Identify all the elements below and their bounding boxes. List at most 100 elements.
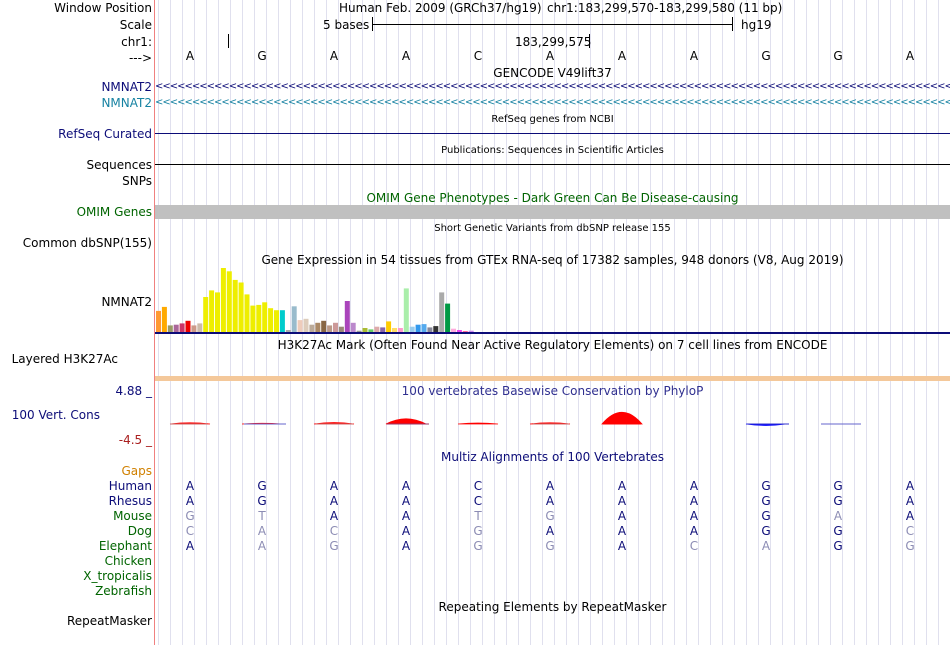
repeatmasker-track-label[interactable]: RepeatMasker — [66, 614, 152, 628]
gtex-tissue-bar[interactable] — [256, 304, 262, 332]
gtex-tissue-bar[interactable] — [203, 297, 209, 332]
gtex-tissue-bar[interactable] — [397, 328, 403, 332]
scale-bar — [372, 24, 733, 25]
gtex-tissue-bar[interactable] — [179, 323, 185, 332]
gtex-track-label[interactable]: NMNAT2 — [101, 295, 152, 309]
gtex-tissue-bar[interactable] — [451, 328, 456, 332]
gtex-tissue-bar[interactable] — [327, 325, 333, 332]
gtex-tissue-bar[interactable] — [344, 301, 350, 332]
gtex-tissue-bar[interactable] — [386, 321, 392, 332]
gtex-tissue-bar[interactable] — [297, 320, 303, 332]
gtex-tissue-bar[interactable] — [333, 322, 338, 332]
gtex-tissue-bar[interactable] — [285, 330, 291, 332]
gtex-tissue-bar[interactable] — [403, 288, 409, 332]
gtex-tissue-bar[interactable] — [220, 268, 226, 332]
gtex-tissue-bar[interactable] — [209, 290, 215, 332]
gencode-transcript-2[interactable]: <<<<<<<<<<<<<<<<<<<<<<<<<<<<<<<<<<<<<<<<… — [155, 98, 950, 108]
phylop-score-peak — [601, 411, 643, 425]
gtex-tissue-bar[interactable] — [262, 302, 268, 332]
gtex-tissue-bar[interactable] — [279, 310, 285, 332]
phylop-plot[interactable] — [155, 396, 950, 446]
gaps-track-label[interactable]: Gaps — [121, 464, 152, 478]
scale-bar-left-tick — [372, 17, 373, 31]
omim-gene-bar[interactable] — [155, 205, 950, 219]
gtex-tissue-bar[interactable] — [462, 331, 468, 332]
gtex-tissue-bar[interactable] — [380, 327, 386, 332]
gtex-tissue-bar[interactable] — [338, 326, 344, 332]
gtex-tissue-bar[interactable] — [250, 305, 256, 332]
gencode-transcript-1[interactable]: <<<<<<<<<<<<<<<<<<<<<<<<<<<<<<<<<<<<<<<<… — [155, 82, 950, 92]
gtex-tissue-bar[interactable] — [197, 323, 203, 332]
gtex-tissue-bar[interactable] — [433, 326, 439, 332]
gtex-tissue-bar[interactable] — [392, 328, 397, 332]
species-label[interactable]: Chicken — [104, 554, 152, 568]
gtex-tissue-bar[interactable] — [173, 324, 179, 332]
species-label[interactable]: Mouse — [113, 509, 152, 523]
gtex-tissue-bar[interactable] — [445, 303, 451, 332]
gridline — [194, 0, 195, 645]
sequences-line[interactable] — [155, 164, 950, 165]
snps-track-label[interactable]: SNPs — [122, 174, 152, 188]
gtex-tissue-bar[interactable] — [368, 329, 374, 332]
gencode-gene-label-2[interactable]: NMNAT2 — [101, 96, 152, 110]
dbsnp-track-label[interactable]: Common dbSNP(155) — [22, 236, 152, 250]
gtex-tissue-bar[interactable] — [238, 282, 244, 333]
phylop-min-value: -4.5 _ — [118, 433, 152, 447]
gridline — [746, 0, 747, 645]
alignment-base: A — [401, 509, 411, 523]
gtex-tissue-bar[interactable] — [468, 330, 474, 332]
alignment-base: G — [761, 524, 771, 538]
gtex-tissue-bar[interactable] — [456, 330, 462, 332]
h3k27ac-track-label[interactable]: Layered H3K27Ac — [11, 352, 118, 366]
gridline — [662, 0, 663, 645]
alignment-base: G — [473, 524, 483, 538]
h3k27ac-signal[interactable] — [155, 376, 950, 381]
gtex-tissue-bar[interactable] — [274, 310, 279, 332]
gtex-tissue-bar[interactable] — [350, 322, 356, 332]
species-label[interactable]: Rhesus — [108, 494, 152, 508]
sequences-track-label[interactable]: Sequences — [86, 158, 152, 172]
gtex-tissue-bar[interactable] — [161, 306, 167, 332]
gtex-tissue-bar[interactable] — [427, 327, 433, 332]
gtex-tissue-bar[interactable] — [232, 279, 238, 332]
gtex-tissue-bar[interactable] — [215, 292, 220, 332]
species-label[interactable]: X_tropicalis — [83, 569, 152, 583]
gtex-tissue-bar[interactable] — [268, 308, 274, 332]
gtex-tissue-bar[interactable] — [185, 320, 191, 332]
gtex-tissue-bar[interactable] — [291, 306, 297, 332]
alignment-base: A — [617, 494, 627, 508]
gtex-bar-chart[interactable] — [155, 266, 950, 334]
gtex-tissue-bar[interactable] — [409, 326, 415, 332]
gtex-tissue-bar[interactable] — [191, 325, 197, 332]
gridline — [434, 0, 435, 645]
phylop-score-peak — [457, 422, 499, 425]
species-label[interactable]: Elephant — [98, 539, 152, 553]
gtex-tissue-bar[interactable] — [309, 324, 315, 332]
species-label[interactable]: Zebrafish — [95, 584, 152, 598]
gridline — [398, 0, 399, 645]
gtex-tissue-bar[interactable] — [244, 294, 250, 332]
omim-track-label[interactable]: OMIM Genes — [76, 205, 152, 219]
gtex-tissue-bar[interactable] — [415, 324, 421, 332]
species-label[interactable]: Dog — [127, 524, 152, 538]
gtex-tissue-bar[interactable] — [321, 320, 327, 332]
gtex-tissue-bar[interactable] — [362, 328, 368, 332]
gridline — [374, 0, 375, 645]
gtex-tissue-bar[interactable] — [439, 292, 445, 332]
gtex-tissue-bar[interactable] — [315, 322, 321, 332]
gtex-tissue-bar[interactable] — [226, 271, 232, 332]
gtex-tissue-bar[interactable] — [303, 318, 309, 332]
gtex-tissue-bar[interactable] — [421, 324, 427, 332]
refseq-track-label[interactable]: RefSeq Curated — [58, 127, 152, 141]
gtex-tissue-bar[interactable] — [156, 310, 161, 332]
alignment-base: A — [401, 494, 411, 508]
gtex-tissue-bar[interactable] — [167, 325, 173, 332]
gtex-tissue-bar[interactable] — [356, 330, 362, 332]
phylop-score-peak — [385, 418, 427, 425]
refseq-gene-line[interactable] — [155, 133, 950, 134]
gencode-gene-label-1[interactable]: NMNAT2 — [101, 80, 152, 94]
phylop-track-label[interactable]: 100 Vert. Cons — [11, 408, 100, 422]
gtex-tissue-bar[interactable] — [374, 326, 380, 332]
species-label[interactable]: Human — [108, 479, 152, 493]
track-image[interactable]: Human Feb. 2009 (GRCh37/hg19) chr1:183,2… — [155, 0, 950, 645]
